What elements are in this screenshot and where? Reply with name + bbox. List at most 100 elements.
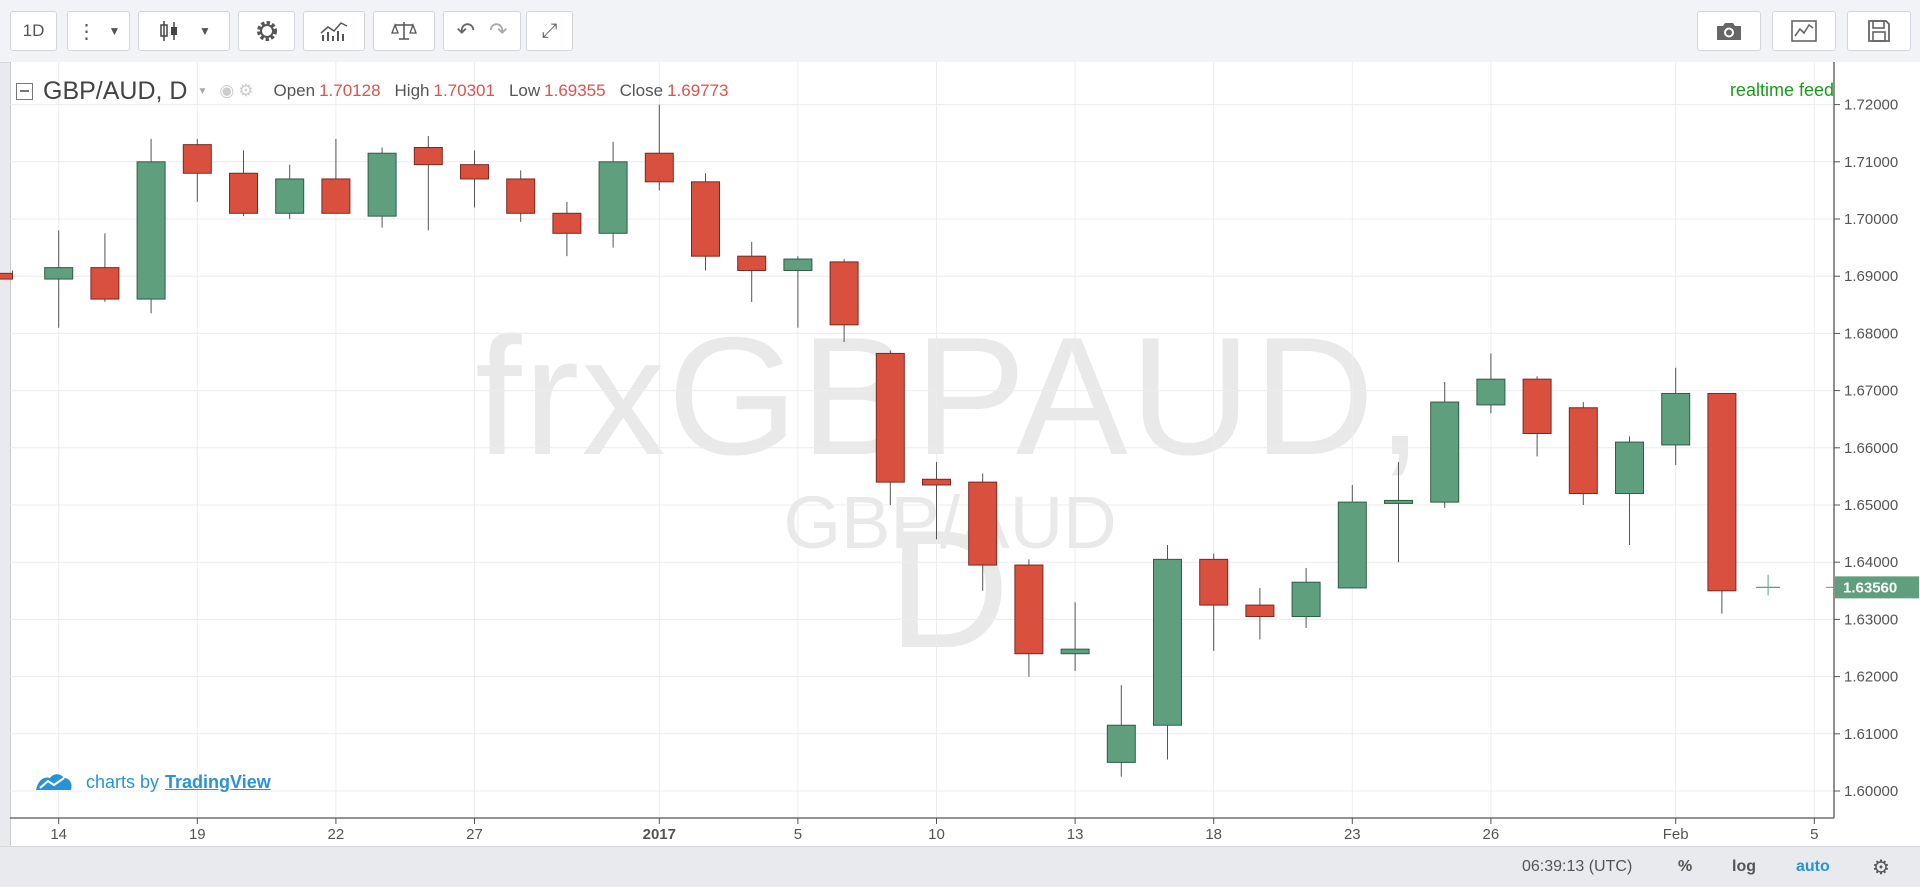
x-tick-label: 27 [466, 826, 483, 843]
chevron-down-icon[interactable]: ▼ [197, 85, 208, 97]
eye-icon[interactable]: ◉ [219, 81, 235, 100]
candle-body [182, 144, 212, 174]
y-tick-label: 1.60000 [1844, 783, 1898, 800]
close-label: Close [619, 81, 664, 100]
candle-body [506, 178, 536, 214]
last-price-badge [1835, 576, 1919, 599]
y-tick-label: 1.72000 [1844, 97, 1898, 114]
candle-body [321, 178, 351, 214]
last-price-label: 1.63560 [1843, 579, 1897, 596]
x-tick-label: 18 [1205, 826, 1222, 843]
y-tick-label: 1.64000 [1844, 554, 1898, 571]
candle-body [44, 267, 74, 280]
candle-body [413, 147, 443, 166]
log-scale-toggle[interactable]: log [1732, 858, 1756, 875]
y-tick-label: 1.69000 [1844, 268, 1898, 285]
candle-body [1522, 378, 1552, 435]
candle-body [136, 161, 166, 300]
chevron-down-icon: ▼ [199, 24, 211, 38]
auto-scale-toggle[interactable]: auto [1796, 858, 1830, 875]
realtime-feed-label: realtime feed [1729, 80, 1834, 100]
candle-body [922, 478, 951, 486]
candle-body [1106, 724, 1136, 763]
scales-icon [391, 22, 417, 40]
candles [0, 104, 1781, 777]
undo-icon[interactable]: ↶ [456, 18, 475, 43]
save-button[interactable] [1847, 11, 1911, 51]
x-tick-label: 2017 [643, 826, 676, 843]
series-legend: GBP/AUD, D ▼ ◉ ⚙ Open 1.70128 High 1.703… [16, 76, 729, 105]
candle-body [829, 261, 859, 326]
candle-body [737, 255, 767, 271]
fullscreen-icon: ⤢ [541, 19, 558, 42]
candlestick-chart[interactable]: 1.60000 1.61000 1.62000 1.63000 1.64000 1.650… [0, 0, 1920, 846]
candle-body [783, 258, 813, 271]
x-tick-label: 10 [928, 826, 945, 843]
top-toolbar: 1D ⋮ ▼ ▼ ↶ ↷ ⤢ [0, 0, 1920, 63]
interval-menu-button[interactable]: ⋮ ▼ [67, 11, 130, 51]
grid [10, 62, 1834, 818]
candle-body [1199, 558, 1229, 606]
clock-time: 06:39:13 (UTC) [1522, 858, 1633, 875]
chart-type-button[interactable]: ▼ [138, 11, 230, 51]
save-icon [1868, 20, 1890, 42]
publish-idea-button[interactable] [1772, 11, 1836, 51]
chart-idea-icon [1791, 20, 1817, 42]
candle-body [1615, 441, 1644, 495]
candle-body [968, 481, 998, 566]
x-tick-label: 5 [794, 826, 802, 843]
indicators-icon [320, 22, 348, 41]
y-tick-label: 1.66000 [1844, 440, 1898, 457]
candles-icon [160, 21, 178, 41]
candle-body [275, 178, 305, 214]
indicators-button[interactable] [303, 11, 365, 51]
candle-body [1245, 604, 1275, 618]
y-tick-label: 1.67000 [1844, 383, 1898, 400]
collapse-icon[interactable] [16, 82, 33, 100]
redo-icon[interactable]: ↷ [489, 18, 508, 43]
gear-icon[interactable]: ⚙ [1872, 857, 1890, 879]
branding-prefix: charts by [86, 771, 160, 792]
open-label: Open [273, 81, 316, 100]
candle-body [1707, 392, 1737, 592]
candle-body [875, 352, 905, 483]
candle-body [552, 212, 582, 234]
chevron-down-icon: ▼ [108, 24, 121, 38]
x-tick-label: 26 [1483, 826, 1500, 843]
gear-icon[interactable]: ⚙ [238, 81, 254, 100]
candle-body [598, 161, 628, 234]
candle-body [1291, 581, 1321, 618]
candle-body [90, 267, 120, 300]
high-label: High [394, 81, 430, 100]
camera-icon [1717, 23, 1741, 40]
y-tick-label: 1.61000 [1844, 726, 1898, 743]
y-tick-label: 1.71000 [1844, 154, 1898, 171]
fullscreen-button[interactable]: ⤢ [526, 11, 573, 51]
candle-body [1568, 407, 1598, 495]
settings-button[interactable] [238, 11, 295, 51]
tradingview-branding: charts by TradingView [34, 770, 271, 794]
watermark-description: GBP/AUD [783, 481, 1117, 564]
candle-body [1153, 558, 1182, 726]
low-label: Low [508, 81, 541, 100]
candle-body [1384, 499, 1413, 504]
bottom-status-bar: 06:39:13 (UTC) % log auto ⚙ [0, 846, 1920, 887]
axes: 1.60000 1.61000 1.62000 1.63000 1.64000 1.650… [10, 62, 1919, 843]
candle-body [644, 152, 674, 183]
candle-body [1337, 501, 1367, 589]
percent-scale-toggle[interactable]: % [1678, 858, 1693, 875]
tradingview-link[interactable]: TradingView [165, 771, 271, 792]
candle-body [0, 272, 13, 280]
y-tick-label: 1.62000 [1844, 669, 1898, 686]
interval-label: 1D [22, 21, 45, 40]
snapshot-button[interactable] [1697, 11, 1761, 51]
close-value: 1.69773 [667, 81, 729, 100]
low-value: 1.69355 [544, 81, 606, 100]
compare-button[interactable] [373, 11, 435, 51]
interval-button[interactable]: 1D [10, 11, 57, 51]
x-tick-label: Feb [1663, 826, 1689, 843]
candle-body [367, 152, 397, 217]
symbol-title[interactable]: GBP/AUD, D [43, 76, 188, 105]
x-tick-label: 13 [1067, 826, 1084, 843]
y-tick-label: 1.70000 [1844, 211, 1898, 228]
